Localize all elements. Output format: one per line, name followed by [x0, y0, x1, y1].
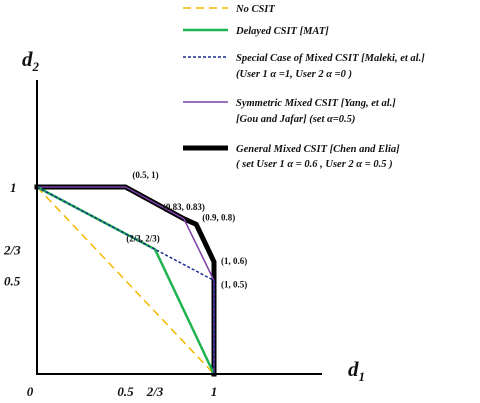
series-layer — [34, 184, 217, 377]
series-line-special-case-of-mixed-csit-maleki-et-al — [36, 186, 215, 374]
y-tick-label: 1 — [10, 180, 17, 195]
y-axis-label: d2 — [22, 47, 40, 74]
legend-label: Delayed CSIT [MAT] — [235, 26, 329, 37]
point-label: (1, 0.6) — [221, 256, 247, 266]
x-axis-label: d1 — [348, 357, 365, 384]
point-annotations: (0.5, 1) (0.83, 0.83)(0.9, 0.8) (2/3, 2/3)… — [126, 170, 247, 290]
point-label: (0.83, 0.83) — [163, 202, 205, 212]
series-line-general-mixed-csit-chen-and-elia — [34, 184, 217, 377]
legend: No CSIT Delayed CSIT [MAT] Special Case of… — [183, 4, 425, 170]
legend-label: Symmetric Mixed CSIT [Yang, et al.] — [236, 98, 396, 109]
legend-label: General Mixed CSIT [Chen and Elia] — [236, 144, 400, 155]
legend-label: Special Case of Mixed CSIT [Maleki, et a… — [236, 53, 425, 64]
point-label: (0.9, 0.8) — [202, 212, 235, 222]
legend-label-detail: [Gou and Jafar] (set α=0.5) — [236, 114, 355, 125]
series-line-no-csit — [36, 186, 215, 375]
legend-label-detail: (User 1 α =1, User 2 α =0 ) — [236, 69, 352, 80]
point-label: (0.5, 1) — [132, 170, 158, 180]
tick-labels: 0 0.5 2/3 1 1 2/3 0.5 — [3, 180, 217, 399]
series-line-symmetric-mixed-csit-yang-et-al — [37, 186, 215, 374]
x-tick-label: 1 — [211, 384, 218, 399]
legend-label: No CSIT — [235, 4, 275, 15]
x-tick-label: 0 — [27, 384, 34, 399]
axis-names: d2 d1 — [22, 47, 365, 384]
x-tick-label: 0.5 — [117, 384, 134, 399]
x-tick-label: 2/3 — [146, 384, 164, 399]
series-line-delayed-csit-mat — [36, 185, 216, 375]
legend-label-detail: ( set User 1 α = 0.6 , User 2 α = 0.5 ) — [236, 159, 393, 170]
axes — [36, 80, 322, 375]
point-label: (2/3, 2/3) — [126, 233, 160, 243]
y-tick-label: 0.5 — [4, 274, 21, 289]
point-label: (1, 0.5) — [221, 280, 247, 290]
y-tick-label: 2/3 — [3, 242, 21, 257]
